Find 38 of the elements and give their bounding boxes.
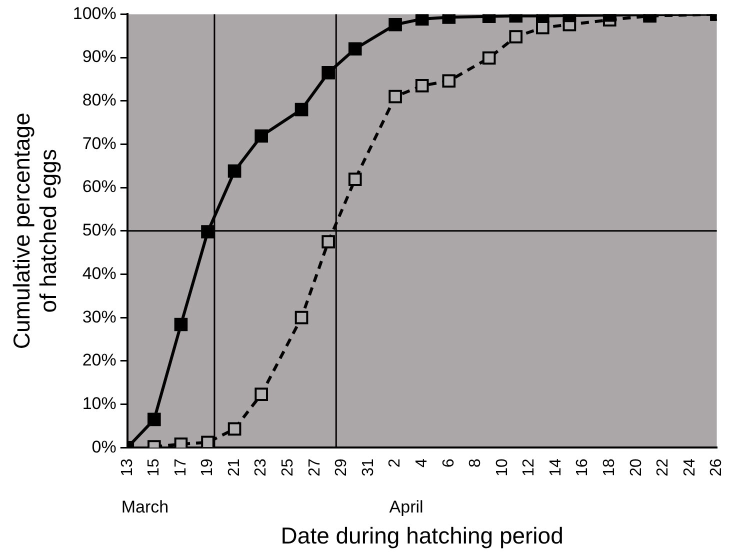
y-tick-label: 100%: [72, 4, 116, 23]
y-tick-label: 0%: [92, 437, 116, 456]
y-tick-label: 60%: [82, 177, 116, 196]
x-tick-label: 31: [360, 458, 377, 476]
x-tick-label: 15: [146, 458, 163, 476]
x-tick-label: 4: [413, 458, 430, 468]
x-tick-label: 29: [333, 458, 350, 476]
x-tick-label: 21: [226, 458, 243, 476]
x-tick-label: 10: [494, 458, 511, 476]
x-tick-label: 14: [547, 458, 564, 476]
x-tick-label: 26: [708, 458, 726, 476]
y-tick-label: 80%: [82, 90, 116, 110]
x-tick-label: 6: [440, 458, 458, 468]
text: March: [121, 497, 169, 516]
x-tick-label: 17: [172, 458, 190, 476]
x-tick-label: 8: [467, 458, 484, 468]
x-tick-label: 13: [118, 458, 136, 476]
y-tick-label: 50%: [82, 220, 116, 240]
x-tick-label: 25: [280, 458, 297, 476]
x-tick-label: 16: [574, 458, 592, 476]
y-tick-label: 30%: [82, 307, 116, 326]
y-tick-label: 10%: [82, 394, 116, 413]
x-tick-label: 19: [199, 458, 216, 476]
y-tick-label: 20%: [82, 350, 116, 370]
y-tick-label: 40%: [82, 264, 116, 283]
x-tick-label: 2: [386, 458, 404, 468]
x-tick-label: 24: [681, 458, 698, 476]
x-tick-label: 18: [601, 458, 618, 476]
x-tick-label: 20: [628, 458, 645, 476]
x-tick-label: 22: [654, 458, 672, 476]
x-axis-title: Date during hatching period: [280, 522, 564, 549]
x-tick-label: 23: [252, 458, 270, 476]
x-tick-label: 12: [520, 458, 538, 476]
y-tick-label: 90%: [82, 47, 116, 66]
x-tick-label: 27: [306, 458, 324, 476]
y-axis-title: Cumulative percentage of hatched eggs: [8, 112, 62, 350]
text: April: [389, 497, 424, 516]
y-tick-label: 70%: [82, 134, 116, 153]
